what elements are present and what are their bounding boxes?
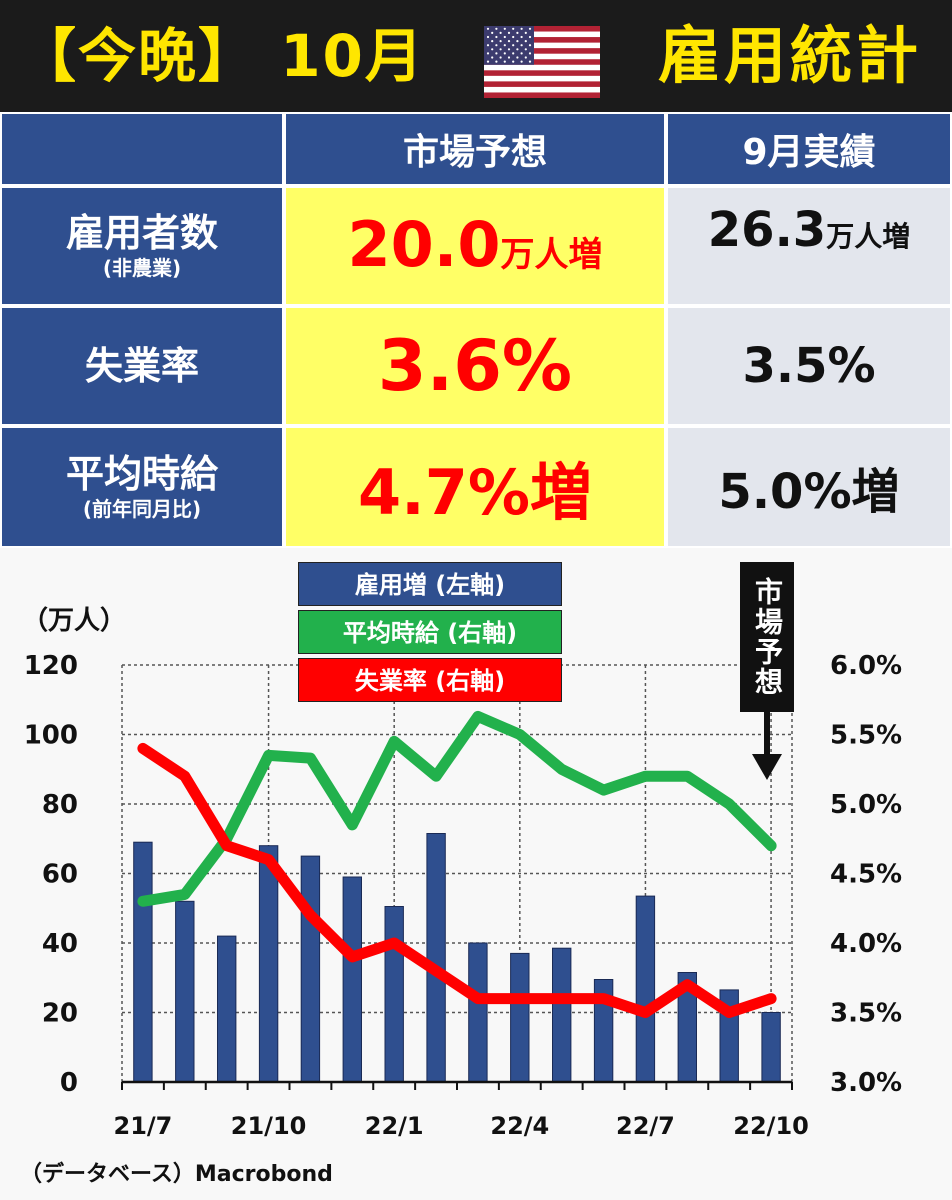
right-tick-label: 3.5%: [830, 999, 902, 1029]
table-corner-cell: [0, 112, 284, 186]
row-label-main: 雇用者数: [65, 211, 218, 255]
employment-bar: [468, 942, 488, 1083]
x-tick-label: 22/7: [616, 1112, 675, 1140]
actual-value: 26.3: [707, 202, 827, 258]
employment-bar: [175, 900, 195, 1083]
forecast-unit: 万人増: [500, 235, 603, 275]
employment-bar: [258, 845, 279, 1083]
right-tick-label: 3.0%: [830, 1068, 902, 1098]
legend-unemployment: 失業率 (右軸): [298, 658, 562, 702]
row-label-wages: 平均時給 (前年同月比): [0, 426, 284, 548]
employment-bar: [552, 947, 572, 1083]
right-tick-label: 4.5%: [830, 860, 902, 890]
title-right: 雇用統計: [657, 19, 922, 92]
forecast-wages: 4.7%増: [284, 426, 666, 548]
employment-bar: [217, 935, 237, 1083]
right-tick-label: 5.5%: [830, 721, 902, 751]
left-tick-label: 100: [24, 721, 78, 751]
row-label-main: 平均時給: [65, 452, 218, 496]
row-label-sub: (前年同月比): [82, 497, 202, 521]
x-tick-label: 22/1: [365, 1112, 424, 1140]
forecast-payrolls: 20.0 万人増: [284, 186, 666, 306]
employment-bar: [426, 833, 446, 1083]
data-source: （データベース）Macrobond: [20, 1162, 333, 1187]
right-tick-label: 4.0%: [830, 929, 902, 959]
column-header-forecast: 市場予想: [284, 112, 666, 186]
actual-unit: 万人増: [826, 220, 911, 253]
left-tick-label: 120: [24, 651, 78, 681]
wages-line: [137, 710, 777, 907]
actual-value: 3.5%: [742, 338, 876, 394]
chart-svg: 0 20 40 60 80 100 120 3.0% 3.5% 4.0% 4.5% 5.0% 5.5% 6…: [24, 651, 902, 1140]
employment-bar: [635, 895, 656, 1083]
forecast-value: 4.7%増: [358, 456, 592, 529]
forecast-value: 3.6%: [377, 325, 573, 407]
left-tick-label: 40: [42, 929, 78, 959]
row-label-payrolls: 雇用者数 (非農業): [0, 186, 284, 306]
x-tick-label: 21/10: [231, 1112, 307, 1140]
left-axis-unit: （万人）: [22, 606, 127, 636]
right-tick-label: 5.0%: [830, 790, 902, 820]
x-tick-label: 21/7: [114, 1112, 173, 1140]
x-tick-label: 22/10: [733, 1112, 809, 1140]
row-label-unemployment: 失業率: [0, 306, 284, 426]
row-label-main: 失業率: [84, 344, 199, 388]
employment-bar: [761, 1012, 781, 1083]
left-tick-label: 20: [42, 999, 78, 1029]
employment-bar: [133, 841, 153, 1083]
us-flag-icon: [484, 26, 600, 98]
header-bar: 【今晩】 10月 雇用統計: [0, 0, 952, 115]
unemployment-line: [137, 742, 777, 1018]
forecast-unemployment: 3.6%: [284, 306, 666, 426]
forecast-annotation: 市場予想: [740, 562, 794, 712]
actual-payrolls: 26.3 万人増: [666, 186, 952, 306]
left-tick-label: 0: [60, 1068, 78, 1098]
employment-bar: [384, 906, 404, 1083]
title-left: 【今晩】 10月: [18, 22, 425, 90]
actual-value: 5.0%増: [718, 464, 900, 520]
x-tick-label: 22/4: [490, 1112, 549, 1140]
legend-wages: 平均時給 (右軸): [298, 610, 562, 654]
forecast-table: 市場予想 9月実績 雇用者数 (非農業) 20.0 万人増 26.3 万人増 失…: [0, 112, 952, 548]
forecast-arrow-head: [752, 754, 782, 780]
column-header-actual: 9月実績: [666, 112, 952, 186]
legend-employment: 雇用増 (左軸): [298, 562, 562, 606]
actual-wages: 5.0%増: [666, 426, 952, 548]
actual-unemployment: 3.5%: [666, 306, 952, 426]
forecast-value: 20.0: [347, 208, 501, 281]
right-tick-label: 6.0%: [830, 651, 902, 681]
employment-bar: [342, 876, 363, 1083]
row-label-sub: (非農業): [102, 256, 182, 280]
chart-area: 0 20 40 60 80 100 120 3.0% 3.5% 4.0% 4.5% 5.0% 5.5% 6…: [0, 548, 952, 1200]
employment-bar: [300, 855, 321, 1083]
left-tick-label: 80: [42, 790, 78, 820]
employment-bar: [510, 952, 530, 1083]
left-tick-label: 60: [42, 860, 78, 890]
